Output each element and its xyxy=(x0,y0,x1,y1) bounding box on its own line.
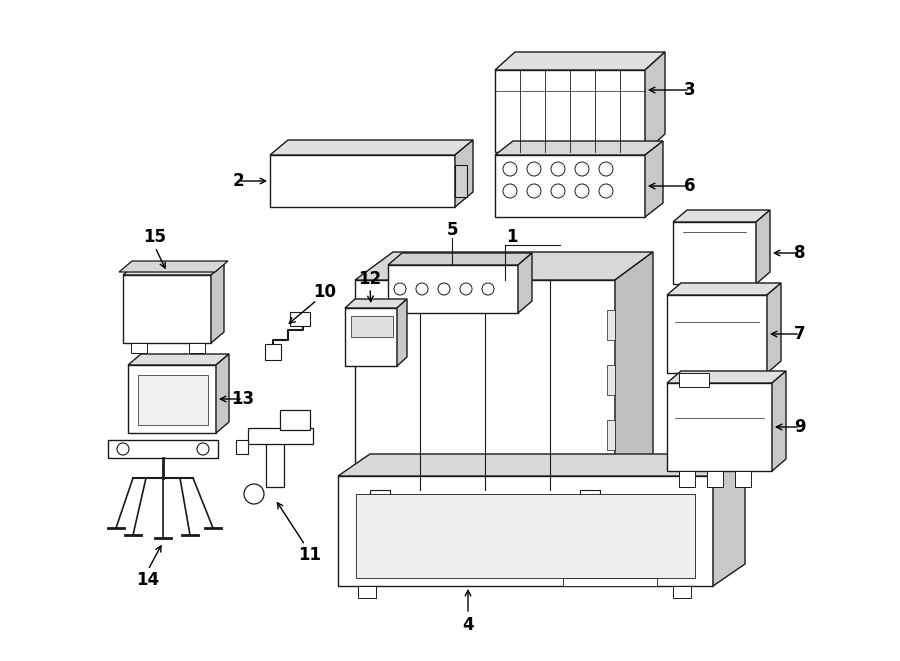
Polygon shape xyxy=(355,252,653,280)
Circle shape xyxy=(482,283,494,295)
Polygon shape xyxy=(767,283,781,373)
Bar xyxy=(290,312,310,326)
Text: 1: 1 xyxy=(506,228,518,246)
Polygon shape xyxy=(128,365,216,433)
Polygon shape xyxy=(338,454,745,476)
Bar xyxy=(266,432,284,487)
Polygon shape xyxy=(189,343,205,353)
Polygon shape xyxy=(211,264,224,343)
Polygon shape xyxy=(495,70,645,152)
Polygon shape xyxy=(673,210,770,222)
Polygon shape xyxy=(270,155,455,207)
Text: 2: 2 xyxy=(232,172,244,190)
Polygon shape xyxy=(270,140,473,155)
Polygon shape xyxy=(580,490,600,504)
Polygon shape xyxy=(131,343,147,353)
Polygon shape xyxy=(358,586,376,598)
Polygon shape xyxy=(128,354,229,365)
Polygon shape xyxy=(756,210,770,284)
Text: 9: 9 xyxy=(794,418,806,436)
Polygon shape xyxy=(119,261,228,272)
Polygon shape xyxy=(216,354,229,433)
Polygon shape xyxy=(345,299,407,308)
Circle shape xyxy=(599,162,613,176)
Polygon shape xyxy=(455,165,467,196)
Circle shape xyxy=(527,162,541,176)
Polygon shape xyxy=(495,52,665,70)
Text: 15: 15 xyxy=(143,228,166,246)
Polygon shape xyxy=(236,440,248,454)
Circle shape xyxy=(244,484,264,504)
Polygon shape xyxy=(138,375,208,425)
Polygon shape xyxy=(645,141,663,217)
Circle shape xyxy=(416,283,428,295)
Polygon shape xyxy=(607,365,615,395)
Circle shape xyxy=(438,283,450,295)
Polygon shape xyxy=(455,140,473,207)
Circle shape xyxy=(527,184,541,198)
Text: 13: 13 xyxy=(231,390,255,408)
Bar xyxy=(280,410,310,430)
Polygon shape xyxy=(388,253,532,265)
Polygon shape xyxy=(673,222,756,284)
Text: 6: 6 xyxy=(684,177,696,195)
Circle shape xyxy=(503,162,517,176)
Polygon shape xyxy=(679,471,695,487)
Circle shape xyxy=(551,184,565,198)
Circle shape xyxy=(503,184,517,198)
Polygon shape xyxy=(370,490,390,504)
Polygon shape xyxy=(679,373,709,387)
Polygon shape xyxy=(667,383,772,471)
Circle shape xyxy=(551,162,565,176)
Polygon shape xyxy=(356,494,695,578)
Text: 11: 11 xyxy=(299,546,321,564)
Polygon shape xyxy=(667,295,767,373)
Bar xyxy=(265,344,281,360)
Polygon shape xyxy=(397,299,407,366)
Polygon shape xyxy=(338,476,713,586)
Circle shape xyxy=(575,162,589,176)
Circle shape xyxy=(117,443,129,455)
Text: 3: 3 xyxy=(684,81,696,99)
Polygon shape xyxy=(607,310,615,340)
Polygon shape xyxy=(495,155,645,217)
Text: 14: 14 xyxy=(137,571,159,589)
Polygon shape xyxy=(123,275,211,343)
Polygon shape xyxy=(388,265,518,313)
Text: 4: 4 xyxy=(463,616,473,634)
Text: 10: 10 xyxy=(313,283,337,301)
Polygon shape xyxy=(351,316,393,337)
Text: 7: 7 xyxy=(794,325,806,343)
Polygon shape xyxy=(615,252,653,490)
Text: 5: 5 xyxy=(446,221,458,239)
Circle shape xyxy=(394,283,406,295)
Polygon shape xyxy=(495,141,663,155)
Polygon shape xyxy=(667,371,786,383)
Polygon shape xyxy=(735,471,751,487)
Circle shape xyxy=(575,184,589,198)
Circle shape xyxy=(460,283,472,295)
Text: 8: 8 xyxy=(794,244,806,262)
Polygon shape xyxy=(673,586,691,598)
Polygon shape xyxy=(563,578,657,586)
Text: 12: 12 xyxy=(358,270,382,288)
Polygon shape xyxy=(345,308,397,366)
Circle shape xyxy=(197,443,209,455)
Polygon shape xyxy=(607,420,615,450)
Polygon shape xyxy=(355,280,615,490)
Bar xyxy=(108,440,218,458)
Polygon shape xyxy=(713,454,745,586)
Polygon shape xyxy=(707,471,723,487)
Polygon shape xyxy=(772,371,786,471)
Polygon shape xyxy=(645,52,665,152)
Polygon shape xyxy=(667,283,781,295)
Polygon shape xyxy=(123,264,224,275)
Polygon shape xyxy=(518,253,532,313)
Circle shape xyxy=(599,184,613,198)
Bar xyxy=(248,428,313,444)
